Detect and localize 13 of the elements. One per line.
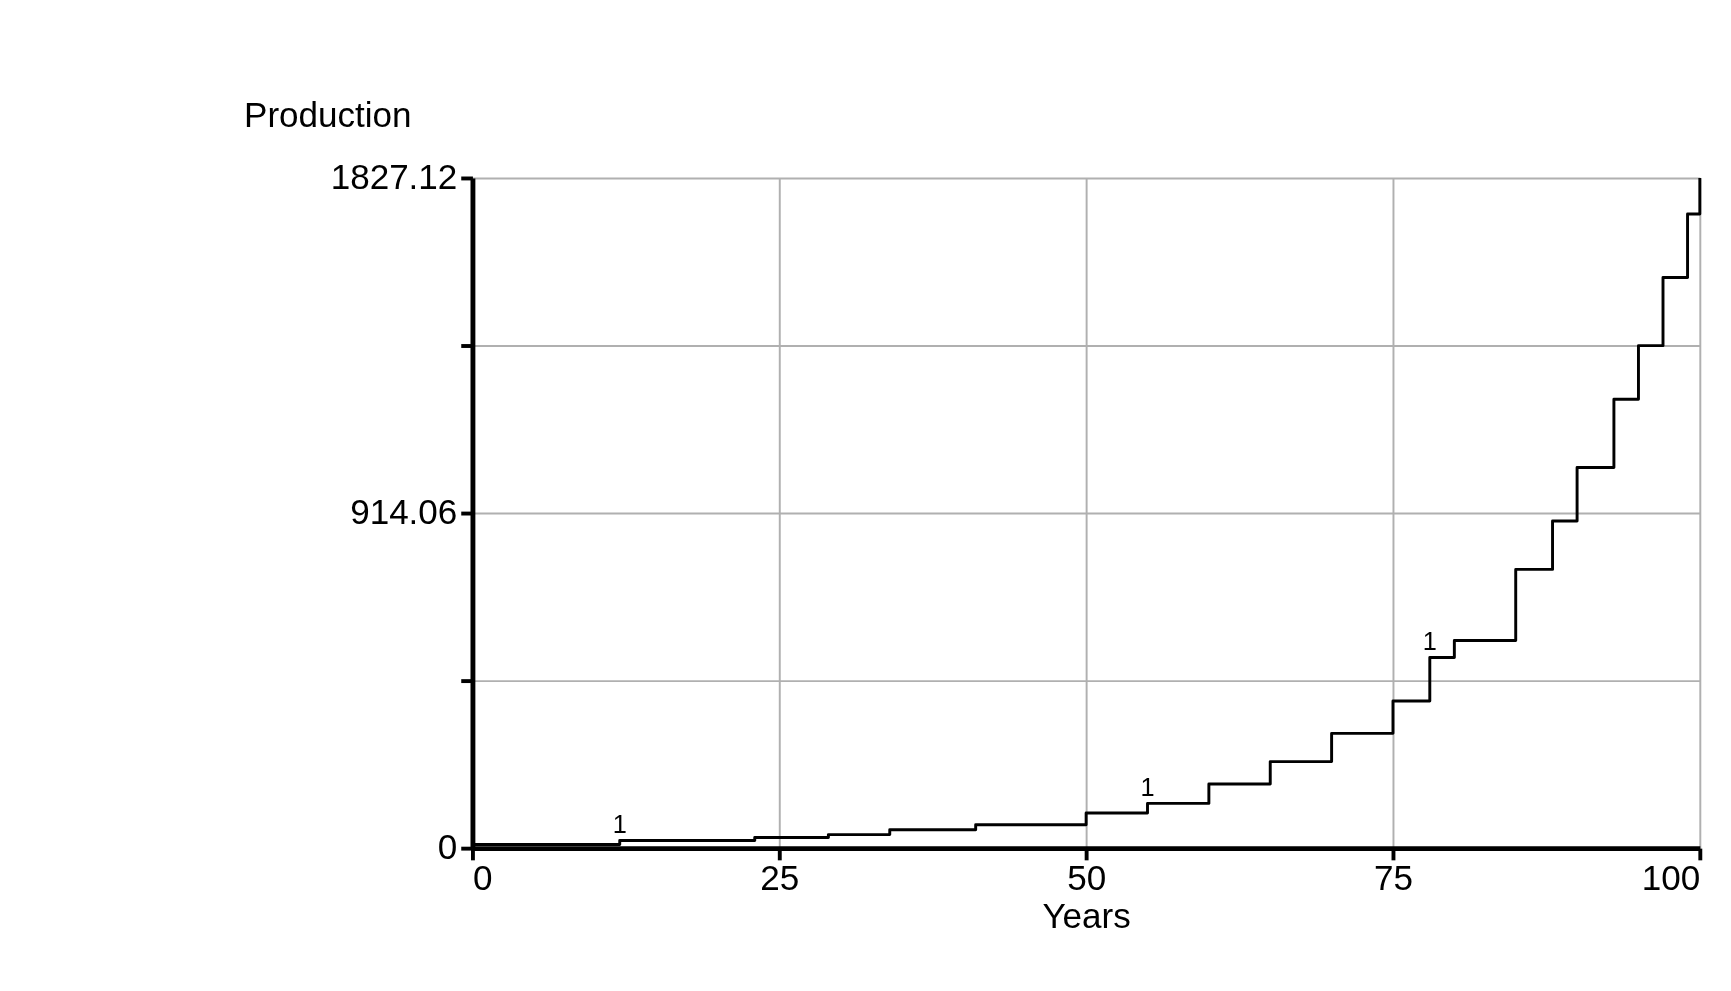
x-tick-label: 25: [760, 857, 800, 897]
x-axis-title: Years: [1042, 895, 1131, 935]
y-tick-label: 0: [437, 827, 458, 867]
x-tick-label: 100: [1641, 857, 1701, 897]
text: 1: [612, 809, 627, 838]
x-tick-label: 75: [1373, 857, 1413, 897]
series-label: 1: [1140, 772, 1155, 801]
y-axis-title: Production: [244, 94, 412, 134]
y-tick-label: 1827.12: [330, 157, 458, 197]
x-tick-label: 0: [472, 857, 493, 897]
y-tick-label: 914.06: [350, 492, 458, 532]
x-tick-label: 50: [1067, 857, 1107, 897]
text: 1: [1422, 626, 1437, 655]
